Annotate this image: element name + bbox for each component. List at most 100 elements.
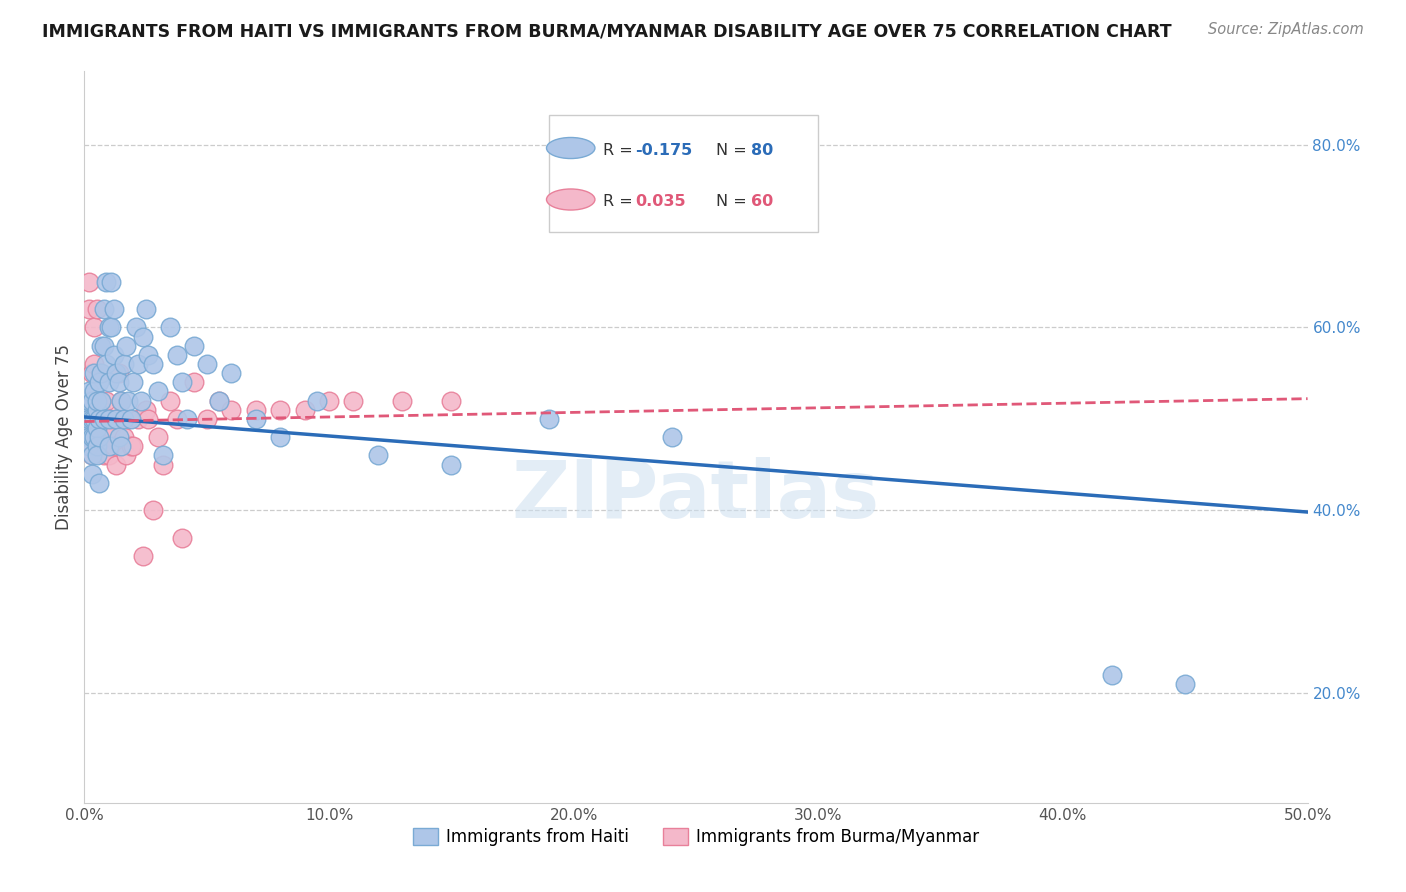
Point bbox=[115, 339, 138, 353]
Point bbox=[97, 448, 120, 462]
Point bbox=[86, 439, 108, 453]
Point bbox=[136, 348, 159, 362]
Point bbox=[166, 348, 188, 362]
Point bbox=[305, 393, 328, 408]
Point bbox=[97, 375, 120, 389]
Point bbox=[86, 439, 108, 453]
Point bbox=[127, 357, 149, 371]
Point bbox=[90, 366, 112, 380]
Point bbox=[93, 421, 115, 435]
Point bbox=[107, 366, 129, 380]
Point bbox=[77, 430, 100, 444]
Point bbox=[127, 412, 149, 426]
Point bbox=[195, 357, 218, 371]
Point bbox=[135, 302, 157, 317]
Point bbox=[77, 412, 100, 426]
Point bbox=[90, 402, 112, 417]
Point bbox=[93, 339, 115, 353]
Point bbox=[166, 412, 188, 426]
Point bbox=[86, 448, 108, 462]
Point bbox=[105, 458, 128, 472]
Point bbox=[83, 393, 105, 408]
Point bbox=[110, 439, 132, 453]
Point bbox=[87, 375, 110, 389]
Point bbox=[76, 393, 98, 408]
Point bbox=[115, 448, 138, 462]
Legend: Immigrants from Haiti, Immigrants from Burma/Myanmar: Immigrants from Haiti, Immigrants from B… bbox=[406, 822, 986, 853]
Point bbox=[391, 393, 413, 408]
Point bbox=[219, 402, 242, 417]
Point bbox=[96, 430, 118, 444]
Point bbox=[132, 329, 155, 343]
Point bbox=[80, 430, 103, 444]
Point bbox=[103, 439, 125, 453]
Point bbox=[219, 366, 242, 380]
Point bbox=[83, 320, 105, 334]
Point bbox=[136, 412, 159, 426]
Point bbox=[110, 393, 132, 408]
Point bbox=[146, 430, 169, 444]
Point bbox=[93, 412, 115, 426]
Point bbox=[76, 412, 98, 426]
Point bbox=[245, 412, 267, 426]
Point bbox=[195, 412, 218, 426]
Point bbox=[208, 393, 231, 408]
Point bbox=[152, 448, 174, 462]
Point bbox=[122, 375, 145, 389]
Point bbox=[100, 320, 122, 334]
Point bbox=[122, 439, 145, 453]
Point bbox=[86, 402, 108, 417]
Point bbox=[80, 393, 103, 408]
Point bbox=[245, 402, 267, 417]
Point bbox=[159, 320, 181, 334]
Point bbox=[96, 275, 118, 289]
Point bbox=[117, 412, 139, 426]
Text: Source: ZipAtlas.com: Source: ZipAtlas.com bbox=[1208, 22, 1364, 37]
Point bbox=[80, 467, 103, 481]
Point bbox=[132, 549, 155, 563]
Point bbox=[172, 375, 194, 389]
Point bbox=[80, 366, 103, 380]
Point bbox=[77, 393, 100, 408]
Y-axis label: Disability Age Over 75: Disability Age Over 75 bbox=[55, 344, 73, 530]
Point bbox=[107, 430, 129, 444]
Point bbox=[83, 384, 105, 399]
Point bbox=[83, 430, 105, 444]
Point bbox=[183, 339, 205, 353]
Point bbox=[87, 412, 110, 426]
Point bbox=[342, 393, 364, 408]
Point bbox=[80, 448, 103, 462]
Point bbox=[77, 302, 100, 317]
Point bbox=[103, 348, 125, 362]
Point bbox=[125, 320, 148, 334]
Point bbox=[77, 384, 100, 399]
Text: IMMIGRANTS FROM HAITI VS IMMIGRANTS FROM BURMA/MYANMAR DISABILITY AGE OVER 75 CO: IMMIGRANTS FROM HAITI VS IMMIGRANTS FROM… bbox=[42, 22, 1171, 40]
Point bbox=[538, 412, 561, 426]
Point bbox=[142, 357, 165, 371]
Point bbox=[80, 402, 103, 417]
Point bbox=[93, 448, 115, 462]
Point bbox=[172, 531, 194, 545]
Point bbox=[142, 503, 165, 517]
Point bbox=[440, 393, 463, 408]
Point bbox=[77, 412, 100, 426]
Point bbox=[76, 421, 98, 435]
Point bbox=[112, 430, 135, 444]
Point bbox=[661, 430, 683, 444]
Point bbox=[80, 430, 103, 444]
Point bbox=[105, 412, 128, 426]
Point bbox=[117, 393, 139, 408]
Point bbox=[86, 412, 108, 426]
Point bbox=[76, 402, 98, 417]
Point bbox=[159, 393, 181, 408]
Point bbox=[83, 357, 105, 371]
Point bbox=[129, 393, 152, 408]
Point bbox=[90, 366, 112, 380]
Point bbox=[87, 475, 110, 490]
Point bbox=[100, 275, 122, 289]
Point bbox=[103, 412, 125, 426]
Point bbox=[120, 439, 142, 453]
Point bbox=[440, 458, 463, 472]
Point bbox=[1174, 677, 1197, 691]
Point bbox=[77, 430, 100, 444]
